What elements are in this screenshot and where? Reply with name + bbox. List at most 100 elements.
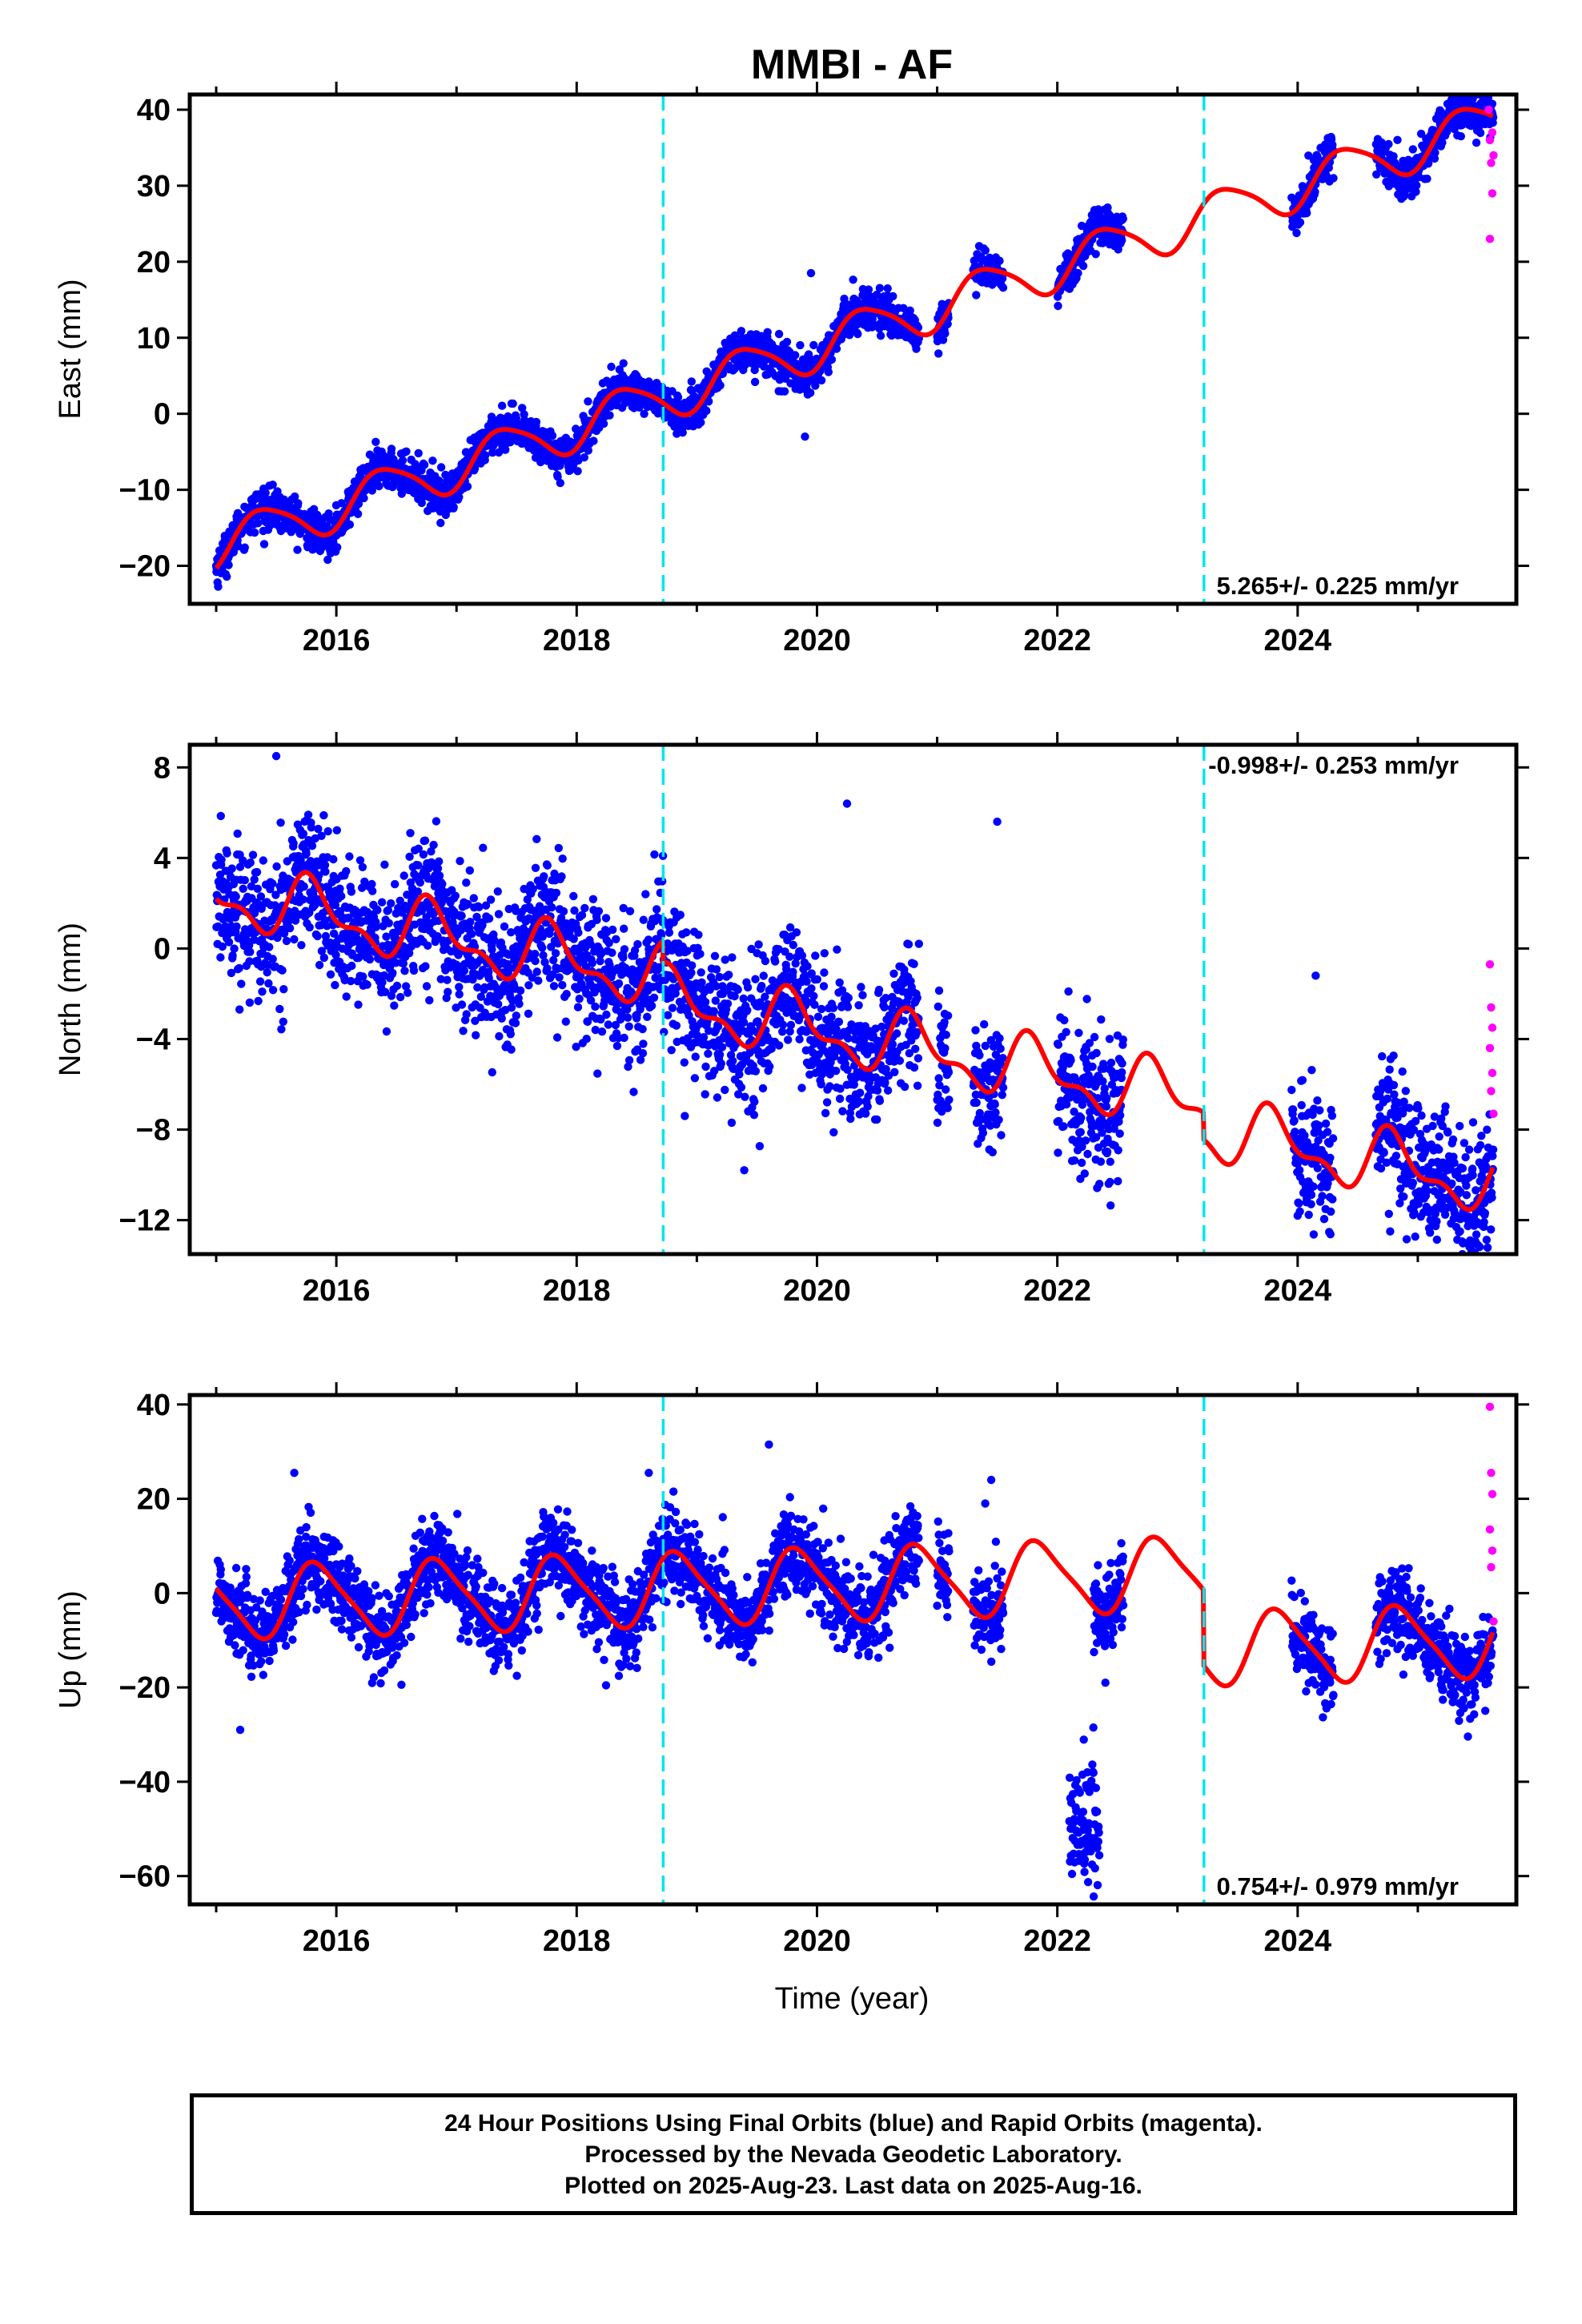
final-orbit-point <box>838 1107 847 1116</box>
final-orbit-point <box>555 973 564 982</box>
final-orbit-point <box>250 875 259 884</box>
final-orbit-point <box>758 1084 768 1093</box>
final-orbit-point <box>687 377 696 386</box>
final-orbit-point <box>457 911 466 920</box>
final-orbit-point <box>488 945 496 954</box>
final-orbit-point <box>406 829 415 838</box>
final-orbit-point <box>319 810 328 820</box>
final-orbit-point <box>665 928 674 937</box>
final-orbit-point <box>399 959 408 968</box>
final-orbit-point <box>809 340 818 350</box>
final-orbit-point <box>246 858 255 867</box>
final-orbit-point <box>342 992 351 1001</box>
final-orbit-point <box>667 1046 676 1055</box>
final-orbit-point <box>331 951 340 959</box>
final-orbit-point <box>817 1004 826 1014</box>
final-orbit-point <box>608 925 617 935</box>
final-orbit-point <box>401 982 411 991</box>
final-orbit-point <box>791 351 800 360</box>
final-orbit-point <box>691 1052 700 1061</box>
final-orbit-point <box>1384 139 1393 149</box>
final-orbit-point <box>612 935 620 944</box>
final-orbit-point <box>313 931 322 941</box>
final-orbit-point <box>743 983 753 992</box>
final-orbit-point <box>854 1001 863 1010</box>
final-orbit-point <box>569 891 578 901</box>
final-orbit-point <box>427 847 436 856</box>
final-orbit-point <box>750 377 760 387</box>
y-tick-label: 0 <box>154 398 171 432</box>
final-orbit-point <box>320 861 330 870</box>
final-orbit-point <box>424 941 432 951</box>
final-orbit-point <box>599 419 608 428</box>
final-orbit-point <box>507 1045 516 1054</box>
final-orbit-point <box>1452 83 1460 91</box>
final-orbit-point <box>640 409 648 418</box>
final-orbit-point <box>244 941 254 950</box>
final-orbit-outlier <box>806 268 816 278</box>
final-orbit-point <box>778 1020 788 1029</box>
final-orbit-point <box>558 980 567 990</box>
final-orbit-point <box>1078 261 1088 271</box>
final-orbit-point <box>345 852 354 861</box>
final-orbit-point <box>813 975 821 984</box>
final-orbit-point <box>633 939 642 949</box>
rapid-orbit-point <box>1488 189 1497 198</box>
final-orbit-point <box>531 956 540 966</box>
final-orbit-point <box>496 951 504 959</box>
final-orbit-point <box>354 500 363 509</box>
final-orbit-point <box>518 404 527 412</box>
final-orbit-point <box>673 392 683 402</box>
final-orbit-point <box>345 520 355 529</box>
final-orbit-point <box>690 1074 700 1083</box>
final-orbit-point <box>263 960 272 970</box>
final-orbit-point <box>573 1003 583 1011</box>
final-orbit-point <box>644 935 653 944</box>
figure-title: MMBI - AF <box>751 42 953 88</box>
plot-area-north <box>211 751 1498 1254</box>
final-orbit-point <box>299 882 308 891</box>
final-orbit-point <box>436 975 445 983</box>
final-orbit-point <box>414 844 423 854</box>
final-orbit-point <box>402 447 411 456</box>
final-orbit-point <box>639 1039 648 1048</box>
final-orbit-point <box>827 355 837 364</box>
final-orbit-point <box>230 944 239 953</box>
final-orbit-point <box>1423 159 1433 168</box>
rapid-orbit-point <box>1488 128 1497 137</box>
final-orbit-point <box>701 1062 710 1072</box>
final-orbit-point <box>486 895 496 904</box>
final-orbit-point <box>532 967 541 976</box>
final-orbit-point <box>433 864 443 873</box>
final-orbit-point <box>981 246 990 255</box>
final-orbit-point <box>1472 139 1481 147</box>
model-fit-line <box>214 107 1495 570</box>
final-orbit-point <box>649 993 659 1003</box>
final-orbit-point <box>668 1003 677 1012</box>
final-orbit-point <box>213 892 223 901</box>
final-orbit-point <box>235 963 243 973</box>
final-orbit-point <box>235 862 245 871</box>
final-orbit-point <box>469 894 478 903</box>
final-orbit-point <box>1091 250 1100 259</box>
final-orbit-point <box>680 1058 689 1067</box>
final-orbit-point <box>501 1006 510 1015</box>
final-orbit-point <box>620 924 628 933</box>
final-orbit-point <box>435 871 444 880</box>
final-orbit-point <box>367 486 376 495</box>
final-orbit-point <box>346 976 355 986</box>
final-orbit-point <box>846 1114 855 1124</box>
final-orbit-point <box>382 1027 391 1036</box>
final-orbit-point <box>575 995 584 1003</box>
final-orbit-point <box>789 967 797 976</box>
final-orbit-point <box>323 555 332 565</box>
final-orbit-point <box>821 1108 830 1118</box>
final-orbit-point <box>593 1069 602 1078</box>
final-orbit-point <box>344 913 353 923</box>
final-orbit-point <box>435 857 444 866</box>
final-orbit-point <box>384 919 393 928</box>
final-orbit-point <box>835 978 844 987</box>
final-orbit-point <box>421 962 430 971</box>
final-orbit-point <box>602 1010 611 1019</box>
